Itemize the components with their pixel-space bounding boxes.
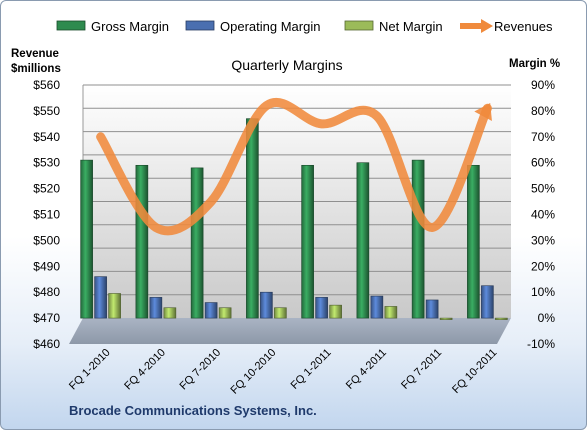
revenue-line (96, 98, 492, 236)
legend-swatch (56, 20, 86, 31)
right-axis-tick-label: 0% (538, 311, 556, 325)
legend-swatch (185, 20, 215, 31)
bar-operating-margin (204, 302, 218, 319)
plot-floor (69, 318, 511, 344)
company-footer: Brocade Communications Systems, Inc. (69, 403, 317, 418)
right-axis-tick-label: -10% (527, 337, 555, 351)
left-axis-tick-label: $550 (33, 104, 60, 118)
bar-gross-margin (135, 164, 149, 319)
left-axis-tick-label: $520 (33, 182, 60, 196)
left-axis-tick-label: $560 (33, 78, 60, 92)
left-axis-title-line2: $millions (11, 63, 61, 75)
bar-net-margin (384, 306, 398, 319)
bar-net-margin (218, 307, 232, 319)
left-axis-tick-label: $530 (33, 156, 60, 170)
bar-gross-margin (411, 159, 425, 319)
left-axis-tick-label: $500 (33, 233, 60, 247)
bar-net-margin (108, 293, 121, 319)
right-axis-ticks: -10% 0% 10% 20% 30% 40% 50% 60% 70% 80% 90% (527, 78, 555, 351)
right-axis-tick-label: 10% (531, 285, 555, 299)
bar-gross-margin (467, 164, 480, 319)
category-label: FQ 10-2010 (229, 347, 279, 397)
right-axis-tick-label: 20% (531, 259, 555, 273)
right-axis-tick-label: 80% (531, 104, 555, 118)
bar-operating-margin (315, 297, 328, 319)
left-axis-tick-label: $510 (33, 208, 60, 222)
bar-operating-margin (425, 299, 439, 319)
bar-gross-margin (190, 167, 204, 319)
left-axis-title-line1: Revenue (11, 48, 59, 60)
left-axis-tick-label: $460 (33, 337, 60, 351)
left-axis-tick-label: $490 (33, 259, 60, 273)
bar-operating-margin (481, 285, 494, 319)
bar-operating-margin (260, 291, 273, 319)
category-label: FQ 7-2010 (178, 347, 224, 393)
bar-gross-margin (246, 118, 259, 319)
right-axis-tick-label: 60% (531, 156, 555, 170)
left-axis-tick-label: $470 (33, 311, 60, 325)
bar-net-margin (495, 317, 508, 320)
category-label: FQ 4-2010 (122, 347, 168, 393)
revenue-arrowhead (474, 103, 492, 121)
bar-net-margin (329, 304, 342, 319)
bar-gross-margin (80, 159, 93, 319)
category-label: FQ 10-2011 (450, 347, 499, 396)
bar-operating-margin (94, 276, 107, 319)
right-axis-tick-label: 30% (531, 233, 555, 247)
bar-gross-margin (356, 162, 370, 319)
legend-label: Gross Margin (91, 19, 169, 34)
category-label: FQ 4-2011 (344, 347, 389, 392)
left-axis-tick-label: $540 (33, 130, 60, 144)
right-axis-tick-label: 40% (531, 208, 555, 222)
category-label: FQ 7-2011 (399, 347, 444, 392)
legend-label: Revenues (494, 19, 553, 34)
left-axis-ticks: $460 $470 $480 $490 $500 $510 $520 $530 $540 $550… (33, 78, 60, 351)
revenue-line-series (96, 98, 492, 236)
bar-net-margin (274, 307, 287, 319)
right-axis-tick-label: 90% (531, 78, 555, 92)
bar-operating-margin (149, 297, 163, 319)
bar-gross-margin (301, 164, 314, 319)
category-labels: FQ 1-2010 FQ 4-2010 FQ 7-2010 FQ 10-2010 FQ … (67, 347, 499, 397)
bar-net-margin (439, 317, 453, 320)
left-axis-tick-label: $480 (33, 285, 60, 299)
chart-legend: Gross Margin Operating Margin Net Margin Re… (56, 19, 553, 34)
right-axis-title: Margin % (509, 58, 560, 70)
legend-swatch-arrow (481, 19, 493, 33)
bar-net-margin (163, 307, 177, 319)
category-label: FQ 1-2011 (289, 347, 334, 392)
right-axis-tick-label: 70% (531, 130, 555, 144)
chart-title: Quarterly Margins (231, 57, 342, 73)
category-label: FQ 1-2010 (67, 347, 113, 393)
legend-label: Net Margin (379, 19, 443, 34)
legend-swatch (344, 20, 374, 31)
bar-operating-margin (370, 295, 384, 319)
right-axis-tick-label: 50% (531, 182, 555, 196)
legend-label: Operating Margin (220, 19, 320, 34)
